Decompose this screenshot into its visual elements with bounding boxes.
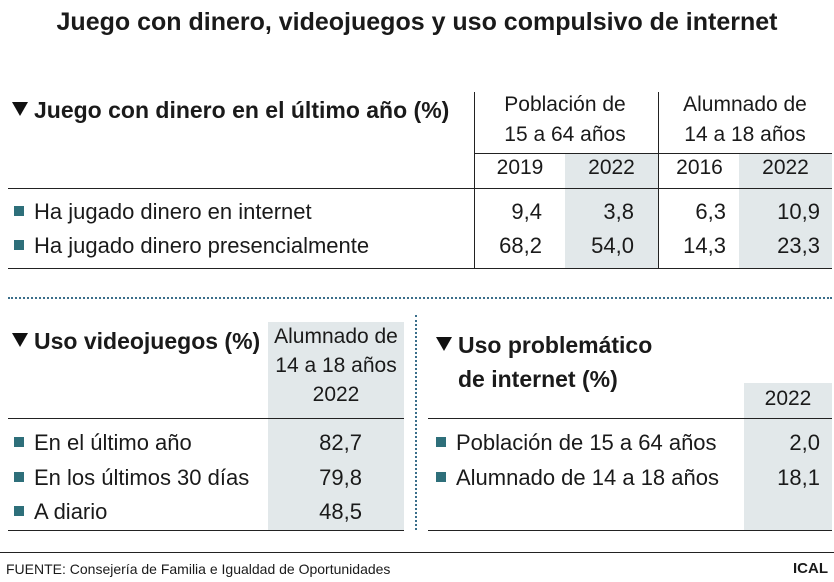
shade-2022-students: [739, 153, 832, 269]
bullet-square-icon: [436, 472, 446, 482]
agency-logo: ICAL: [793, 560, 828, 577]
table-bottom-border: [8, 530, 404, 531]
section3-title-text: Uso problemático: [458, 332, 653, 358]
table-bottom-border: [8, 268, 832, 269]
table-cell: 18,1: [777, 465, 820, 490]
header-line: 14 a 18 años: [275, 354, 397, 377]
triangle-down-icon: [12, 333, 28, 347]
column-divider: [658, 92, 659, 269]
table-row-label: Alumnado de 14 a 18 años: [436, 465, 719, 491]
triangle-down-icon: [436, 337, 452, 351]
row-label-text: Alumnado de 14 a 18 años: [456, 465, 719, 490]
table-cell: 79,8: [319, 465, 362, 490]
videogames-header: Alumnado de 14 a 18 años 2022: [268, 322, 404, 409]
table-cell: 9,4: [511, 199, 542, 224]
year-header: 2022: [762, 156, 809, 179]
table-row-label: En el último año: [14, 430, 192, 456]
group-header-line1: Población de: [504, 93, 626, 116]
header-divider: [475, 153, 832, 154]
section3-title: Uso problemático de internet (%): [436, 328, 652, 396]
header-line: 2022: [312, 383, 360, 406]
table-row-label: A diario: [14, 499, 107, 525]
year-header: 2019: [496, 156, 544, 179]
row-label-text: En el último año: [34, 430, 192, 455]
bullet-square-icon: [14, 472, 24, 482]
row-label-text: Ha jugado dinero presencialmente: [34, 233, 370, 258]
section3-title-line2: de internet (%): [458, 366, 618, 392]
year-header: 2016: [676, 156, 723, 179]
group-header-line1: Alumnado de: [683, 93, 807, 116]
table-cell: 2,0: [789, 430, 820, 455]
dotted-separator: [415, 315, 417, 530]
table-row-label: Ha jugado dinero presencialmente: [14, 233, 369, 259]
year-header: 2022: [764, 387, 812, 410]
table-cell: 14,3: [683, 233, 726, 258]
triangle-down-icon: [12, 102, 28, 116]
row-label-text: A diario: [34, 499, 108, 524]
table-row-label: Población de 15 a 64 años: [436, 430, 717, 456]
table-cell: 68,2: [499, 233, 542, 258]
shade-videogames: [268, 322, 404, 530]
group-header-line2: 15 a 64 años: [504, 123, 626, 146]
infographic-title: Juego con dinero, videojuegos y uso comp…: [56, 8, 778, 36]
section1-title-text: Juego con dinero en el último año (%): [34, 97, 450, 123]
table-bottom-border: [428, 530, 832, 531]
footer-divider: [0, 552, 834, 553]
dotted-separator: [8, 297, 832, 299]
table-row-label: En los últimos 30 días: [14, 465, 249, 491]
bullet-square-icon: [14, 206, 24, 216]
table-cell: 10,9: [777, 199, 820, 224]
column-divider: [474, 92, 475, 269]
shade-internet-2022: [744, 383, 832, 530]
table-cell: 48,5: [319, 499, 362, 524]
bullet-square-icon: [14, 437, 24, 447]
bullet-square-icon: [14, 240, 24, 250]
section2-title: Uso videojuegos (%): [12, 328, 260, 355]
group-header-line2: 14 a 18 años: [684, 123, 806, 146]
bullet-square-icon: [436, 437, 446, 447]
year-header: 2022: [588, 156, 635, 179]
table-top-border: [428, 418, 832, 419]
table-cell: 3,8: [603, 199, 634, 224]
table-top-border: [8, 418, 404, 419]
group-header-population: Población de 15 a 64 años: [475, 90, 655, 150]
source-note: FUENTE: Consejería de Familia e Igualdad…: [6, 561, 391, 577]
section1-title: Juego con dinero en el último año (%): [12, 97, 449, 124]
header-line: Alumnado de: [274, 325, 398, 348]
table-cell: 23,3: [777, 233, 820, 258]
row-label-text: Ha jugado dinero en internet: [34, 199, 312, 224]
table-cell: 82,7: [319, 430, 362, 455]
section3-title-line1: Uso problemático: [436, 328, 652, 362]
table-cell: 6,3: [695, 199, 726, 224]
row-label-text: En los últimos 30 días: [34, 465, 250, 490]
shade-2022-population: [565, 153, 658, 269]
table-cell: 54,0: [591, 233, 634, 258]
section2-title-text: Uso videojuegos (%): [34, 328, 261, 354]
group-header-students: Alumnado de 14 a 18 años: [660, 90, 830, 150]
bullet-square-icon: [14, 506, 24, 516]
row-label-text: Población de 15 a 64 años: [456, 430, 717, 455]
table-top-border: [8, 188, 832, 189]
table-row-label: Ha jugado dinero en internet: [14, 199, 312, 225]
